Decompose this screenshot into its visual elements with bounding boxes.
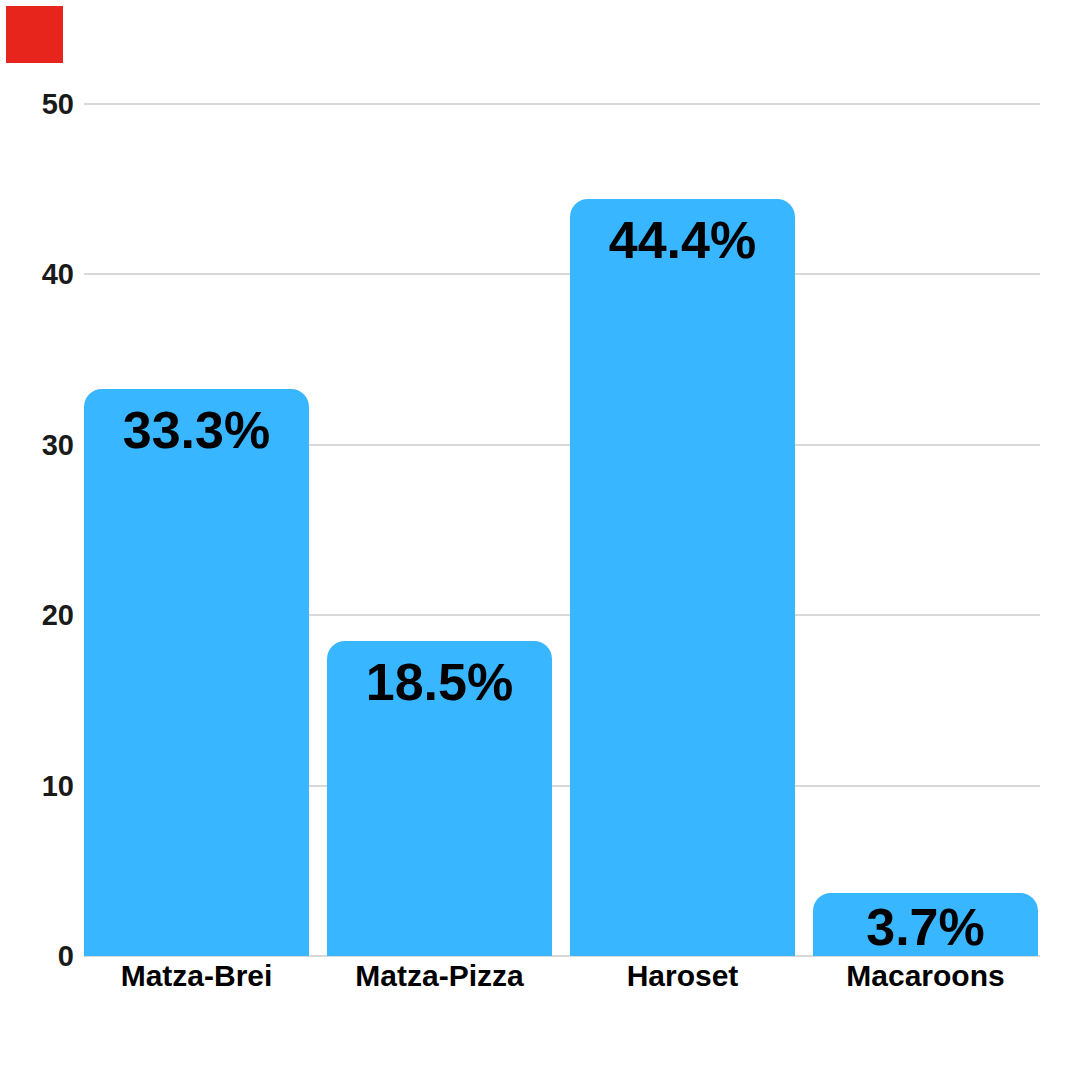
y-tick-label-40: 40: [0, 256, 74, 292]
category-label-matza-pizza: Matza-Pizza: [318, 957, 561, 995]
category-label-macaroons: Macaroons: [804, 957, 1047, 995]
category-label-matza-brei: Matza-Brei: [75, 957, 318, 995]
y-tick-label-10: 10: [0, 768, 74, 804]
bar-value-label: 33.3%: [84, 404, 309, 456]
gridline-y-40: [84, 273, 1040, 275]
bar-chart-canvas: 0 10 20 30 40 50 33.3% 18.5% 44.4% 3.7% Matza-Br…: [0, 0, 1080, 1080]
y-tick-label-0: 0: [0, 938, 74, 974]
category-label-haroset: Haroset: [561, 957, 804, 995]
bar-value-label: 44.4%: [570, 214, 795, 266]
bar-value-label: 3.7%: [813, 901, 1038, 953]
y-tick-label-20: 20: [0, 597, 74, 633]
gridline-y-50: [84, 103, 1040, 105]
y-tick-label-50: 50: [0, 86, 74, 122]
y-tick-label-30: 30: [0, 427, 74, 463]
bar-haroset: 44.4%: [570, 199, 795, 956]
bar-macaroons: 3.7%: [813, 893, 1038, 956]
red-square-marker: [6, 6, 63, 63]
bar-value-label: 18.5%: [327, 656, 552, 708]
bar-matza-brei: 33.3%: [84, 389, 309, 956]
bar-matza-pizza: 18.5%: [327, 641, 552, 956]
